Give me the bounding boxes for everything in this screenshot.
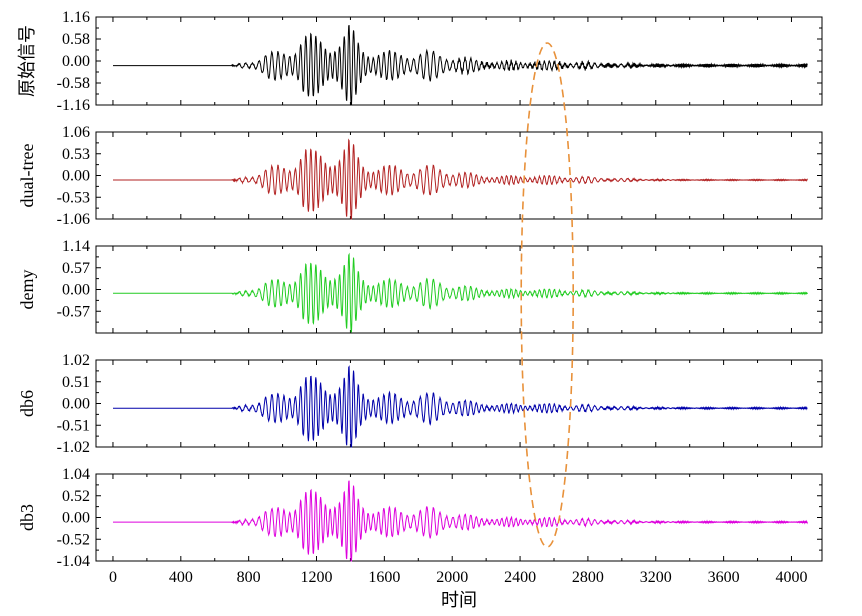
y-tick-label: -0.57 <box>57 303 90 320</box>
y-tick-label: -0.58 <box>57 75 90 92</box>
series-line <box>113 365 808 448</box>
x-tick-label: 3200 <box>640 569 672 586</box>
y-tick-label: 0.00 <box>62 510 90 527</box>
y-tick-label: -1.06 <box>57 211 90 228</box>
y-tick-label: 1.04 <box>62 466 90 483</box>
y-tick-label: -1.16 <box>57 97 90 114</box>
y-axis-label: dual-tree <box>17 144 37 208</box>
x-tick-label: 1200 <box>301 569 333 586</box>
y-tick-label: -1.04 <box>57 553 90 570</box>
y-axis-label: 原始信号 <box>17 25 37 97</box>
annotation-ellipse <box>520 42 575 548</box>
panel-frame <box>95 473 823 562</box>
y-axis-label: demy <box>17 270 37 310</box>
series-line <box>113 252 808 333</box>
panel-frame <box>95 245 823 334</box>
y-tick-label: 0.00 <box>62 53 90 70</box>
x-tick-label: 2400 <box>504 569 536 586</box>
y-tick-label: -0.51 <box>57 417 90 434</box>
series-line <box>113 138 808 220</box>
y-tick-label: 0.58 <box>62 31 90 48</box>
x-tick-label: 400 <box>169 569 193 586</box>
y-tick-label: -0.53 <box>57 189 90 206</box>
x-tick-label: 2800 <box>572 569 604 586</box>
y-tick-label: -0.52 <box>57 531 90 548</box>
series-line <box>113 480 808 562</box>
y-tick-label: 1.02 <box>62 352 90 369</box>
y-tick-label: 1.14 <box>62 238 90 255</box>
x-tick-label: 1600 <box>368 569 400 586</box>
y-tick-label: 0.00 <box>62 396 90 413</box>
y-tick-label: 0.57 <box>62 260 90 277</box>
y-tick-label: 1.06 <box>62 124 90 141</box>
y-tick-label: 0.52 <box>62 488 90 505</box>
y-axis-label: db3 <box>17 504 37 531</box>
y-axis-label: db6 <box>17 390 37 417</box>
y-tick-label: 1.16 <box>62 9 90 26</box>
x-tick-label: 4000 <box>775 569 807 586</box>
y-tick-label: 0.51 <box>62 374 90 391</box>
y-tick-label: -1.02 <box>57 439 90 456</box>
x-axis-label: 时间 <box>441 590 477 610</box>
x-tick-label: 800 <box>237 569 261 586</box>
y-tick-label: 0.00 <box>62 282 90 299</box>
series-line <box>113 24 808 106</box>
y-tick-label: 0.53 <box>62 146 90 163</box>
x-tick-label: 0 <box>109 569 117 586</box>
panel-frame <box>95 131 823 220</box>
x-tick-label: 3600 <box>708 569 740 586</box>
x-tick-label: 2000 <box>436 569 468 586</box>
y-tick-label: 0.00 <box>62 168 90 185</box>
panel-frame <box>95 359 823 448</box>
